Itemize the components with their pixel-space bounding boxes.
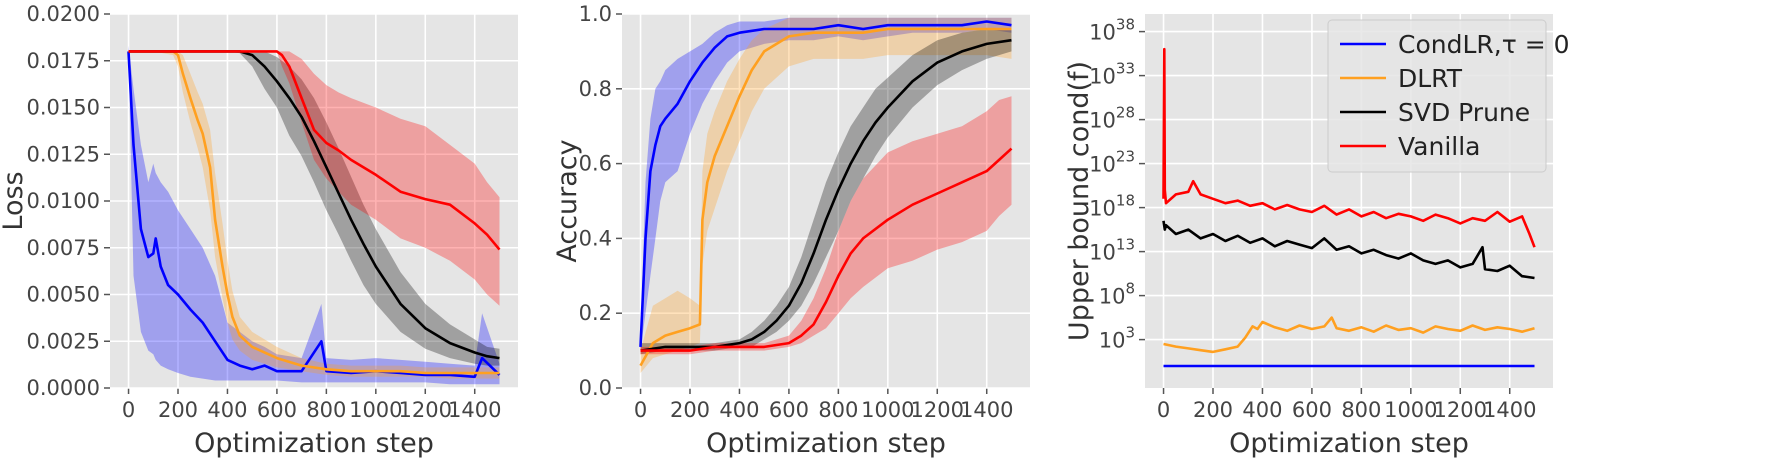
y-tick-label: 108 xyxy=(1099,280,1135,309)
x-tick-label: 200 xyxy=(670,398,710,422)
y-tick-base: 10 xyxy=(1089,241,1116,265)
y-tick-label: 0.6 xyxy=(579,152,612,176)
series-line-svd-prune xyxy=(1162,220,1535,280)
x-tick-label: 1000 xyxy=(349,398,402,422)
y-tick-base: 10 xyxy=(1089,153,1116,177)
series-line-dlrt xyxy=(639,27,1012,367)
series-line-condlr xyxy=(127,51,501,379)
y-tick-label: 0.4 xyxy=(579,226,612,250)
x-tick-label: 600 xyxy=(257,398,297,422)
y-tick-label: 0.8 xyxy=(579,77,612,101)
series-line-condlr xyxy=(639,20,1012,347)
y-tick-exponent: 23 xyxy=(1116,148,1135,166)
y-tick-label: 0.0100 xyxy=(27,189,100,213)
y-tick-label: 1038 xyxy=(1089,16,1135,45)
y-tick-base: 10 xyxy=(1089,197,1116,221)
x-tick-label: 1000 xyxy=(861,398,914,422)
series-line-vanilla xyxy=(128,50,501,251)
y-tick-label: 1023 xyxy=(1089,148,1135,177)
x-tick-label: 1200 xyxy=(1434,398,1487,422)
x-tick-label: 0 xyxy=(634,398,647,422)
x-tick-label: 800 xyxy=(818,398,858,422)
y-tick-base: 10 xyxy=(1089,109,1116,133)
y-tick-base: 10 xyxy=(1099,285,1126,309)
x-axis-label: Optimization step xyxy=(194,428,434,459)
y-tick-label: 1018 xyxy=(1089,192,1135,221)
panel-right: 0 200 400 600 800 100012001400103108101310181… xyxy=(1064,14,1570,459)
y-tick-label: 1.0 xyxy=(579,2,612,26)
x-tick-label: 1400 xyxy=(960,398,1013,422)
y-tick-label: 1028 xyxy=(1089,104,1135,133)
legend-label: Vanilla xyxy=(1398,132,1480,161)
x-tick-label: 1400 xyxy=(448,398,501,422)
y-tick-label: 0.0000 xyxy=(27,376,100,400)
y-tick-label: 0.0175 xyxy=(27,49,100,73)
x-tick-label: 200 xyxy=(158,398,198,422)
y-tick-base: 10 xyxy=(1099,329,1126,353)
x-tick-label: 400 xyxy=(719,398,759,422)
series-line-dlrt xyxy=(128,50,500,375)
y-tick-exponent: 18 xyxy=(1116,192,1135,210)
legend-box xyxy=(1327,19,1547,173)
x-tick-label: 1400 xyxy=(1483,398,1536,422)
x-tick-label: 400 xyxy=(1242,398,1282,422)
band-dlrt xyxy=(640,17,1012,373)
x-tick-label: 1200 xyxy=(911,398,964,422)
series-line-svd-prune xyxy=(640,38,1012,352)
y-tick-exponent: 38 xyxy=(1116,16,1135,34)
series-line-dlrt xyxy=(1163,316,1535,354)
y-tick-label: 0.0125 xyxy=(27,142,100,166)
x-axis-label: Optimization step xyxy=(1229,428,1469,459)
x-tick-label: 0 xyxy=(1157,398,1170,422)
y-tick-base: 10 xyxy=(1089,65,1116,89)
y-tick-label: 0.0200 xyxy=(27,2,100,26)
series-line-vanilla xyxy=(640,147,1013,352)
band-vanilla xyxy=(128,51,500,306)
legend-label: DLRT xyxy=(1398,64,1463,93)
y-tick-label: 1033 xyxy=(1089,60,1135,89)
band-vanilla xyxy=(640,96,1012,355)
y-tick-label: 103 xyxy=(1099,324,1135,353)
y-tick-exponent: 33 xyxy=(1116,60,1135,78)
y-tick-label: 0.0025 xyxy=(27,329,100,353)
x-tick-label: 800 xyxy=(306,398,346,422)
y-tick-exponent: 28 xyxy=(1116,104,1135,122)
x-axis-label: Optimization step xyxy=(706,428,946,459)
y-axis-label: Loss xyxy=(0,171,29,230)
series-line-vanilla xyxy=(1162,47,1536,248)
y-tick-exponent: 3 xyxy=(1125,324,1135,342)
x-tick-label: 400 xyxy=(207,398,247,422)
legend: CondLR,τ = 0 DLRT SVD Prune Vanilla xyxy=(1327,19,1570,173)
y-tick-exponent: 8 xyxy=(1125,280,1135,298)
y-tick-base: 10 xyxy=(1089,21,1116,45)
legend-label: SVD Prune xyxy=(1398,98,1530,127)
x-tick-label: 200 xyxy=(1193,398,1233,422)
x-tick-label: 0 xyxy=(122,398,135,422)
y-tick-label: 0.0150 xyxy=(27,96,100,120)
x-tick-label: 600 xyxy=(1292,398,1332,422)
band-svd-prune xyxy=(640,29,1012,355)
x-tick-label: 800 xyxy=(1341,398,1381,422)
y-axis-label: Upper bound cond(f) xyxy=(1064,61,1095,341)
y-tick-label: 0.0050 xyxy=(27,283,100,307)
x-tick-label: 1200 xyxy=(399,398,452,422)
y-tick-label: 0.2 xyxy=(579,301,612,325)
y-tick-exponent: 13 xyxy=(1116,236,1135,254)
band-svd-prune xyxy=(128,51,500,366)
legend-label: CondLR,τ = 0 xyxy=(1398,30,1570,59)
x-tick-label: 600 xyxy=(769,398,809,422)
band-condlr xyxy=(128,45,500,385)
y-tick-label: 0.0075 xyxy=(27,236,100,260)
x-tick-label: 1000 xyxy=(1384,398,1437,422)
y-tick-label: 0.0 xyxy=(579,376,612,400)
y-axis-label: Accuracy xyxy=(552,139,583,262)
y-tick-label: 1013 xyxy=(1089,236,1135,265)
